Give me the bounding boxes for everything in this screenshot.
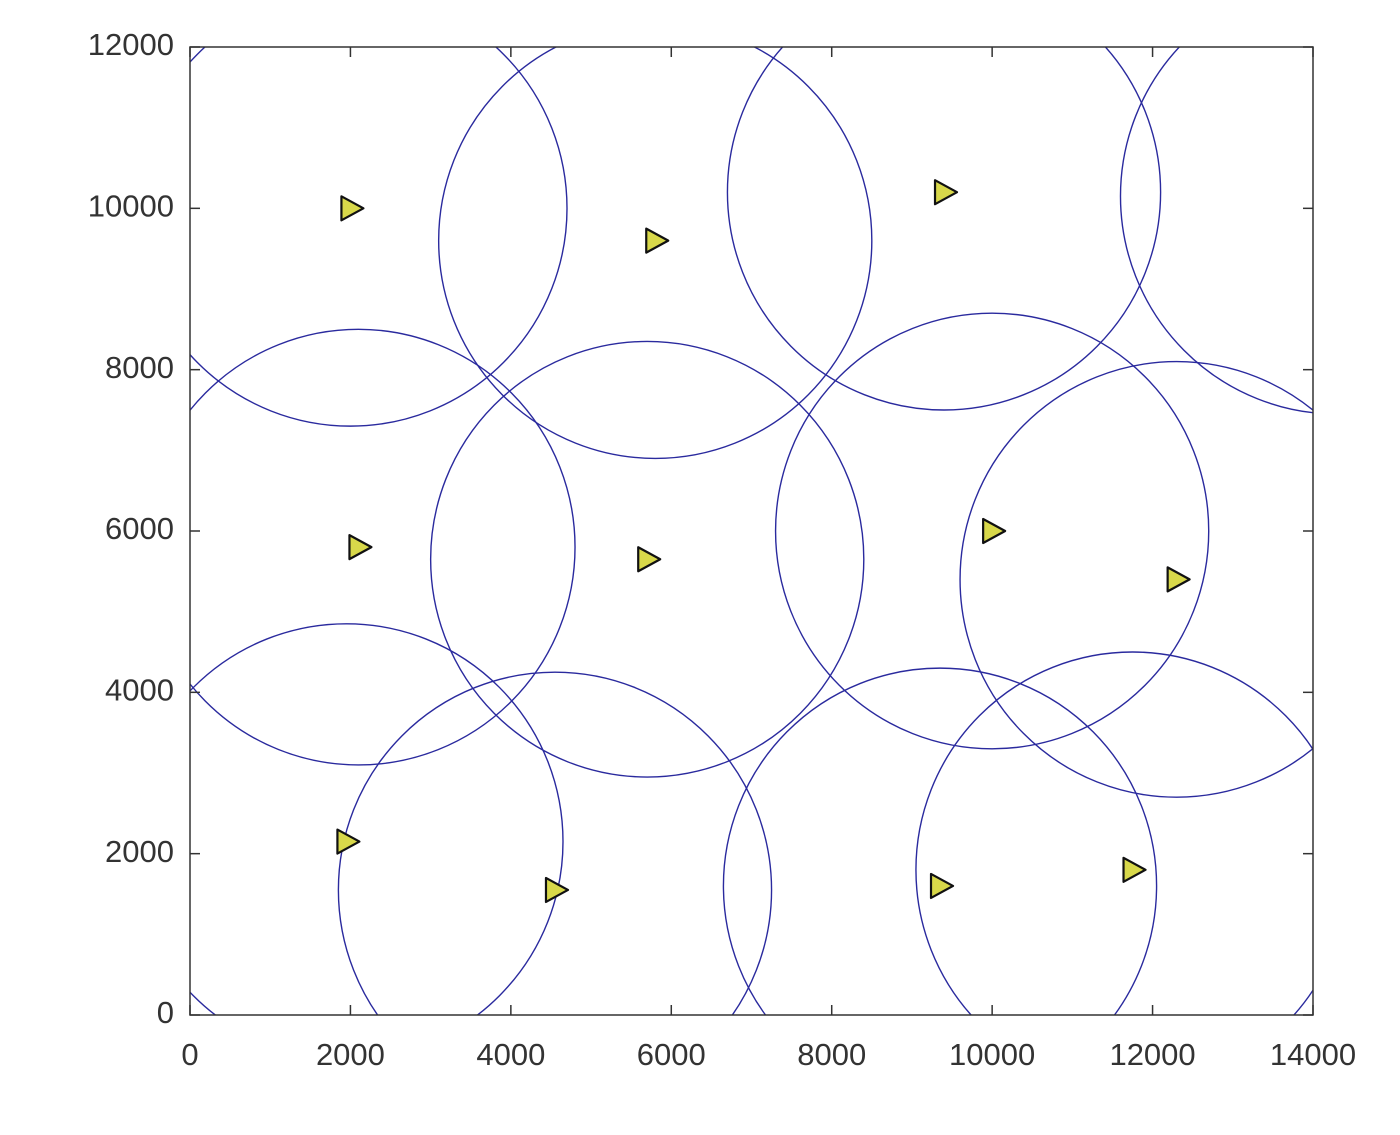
sensor-marker [645, 227, 670, 254]
coverage-circle [959, 360, 1313, 798]
x-tick-label: 14000 [1270, 1037, 1356, 1072]
coverage-circle [915, 651, 1313, 1015]
sensor-marker [982, 517, 1007, 545]
y-tick-label: 0 [157, 995, 174, 1030]
y-tick-label: 4000 [105, 673, 174, 708]
x-tick-label: 4000 [476, 1037, 545, 1072]
coverage-circle [190, 623, 564, 1015]
x-tick-label: 8000 [797, 1037, 866, 1072]
y-tick-label: 2000 [105, 834, 174, 869]
sensor-marker [1166, 566, 1191, 593]
x-tick-label: 6000 [637, 1037, 706, 1072]
sensor-marker [933, 179, 959, 206]
sensor-marker [929, 872, 955, 900]
coverage-layer [190, 47, 1313, 1015]
coverage-circle [726, 47, 1162, 411]
y-tick-label: 12000 [88, 27, 174, 62]
coverage-circle [190, 47, 568, 427]
sensor-marker [544, 876, 570, 904]
sensor-marker [340, 195, 365, 222]
coverage-circle [438, 47, 873, 460]
x-tick-label: 0 [181, 1037, 198, 1072]
y-tick-label: 10000 [88, 189, 174, 224]
y-tick-label: 6000 [105, 511, 174, 546]
sensor-marker [348, 534, 373, 561]
sensor-marker [637, 546, 662, 573]
coverage-circle [429, 340, 865, 778]
x-tick-label: 2000 [316, 1037, 385, 1072]
sensor-marker [336, 828, 361, 855]
coverage-circle [722, 667, 1158, 1015]
x-tick-label: 10000 [949, 1037, 1035, 1072]
x-tick-label: 12000 [1109, 1037, 1195, 1072]
coverage-circle [190, 328, 576, 766]
coverage-circle [774, 312, 1210, 750]
coverage-circle [337, 671, 773, 1015]
coverage-circle [1119, 47, 1313, 414]
sensor-marker [1122, 856, 1147, 883]
y-tick-label: 8000 [105, 350, 174, 385]
